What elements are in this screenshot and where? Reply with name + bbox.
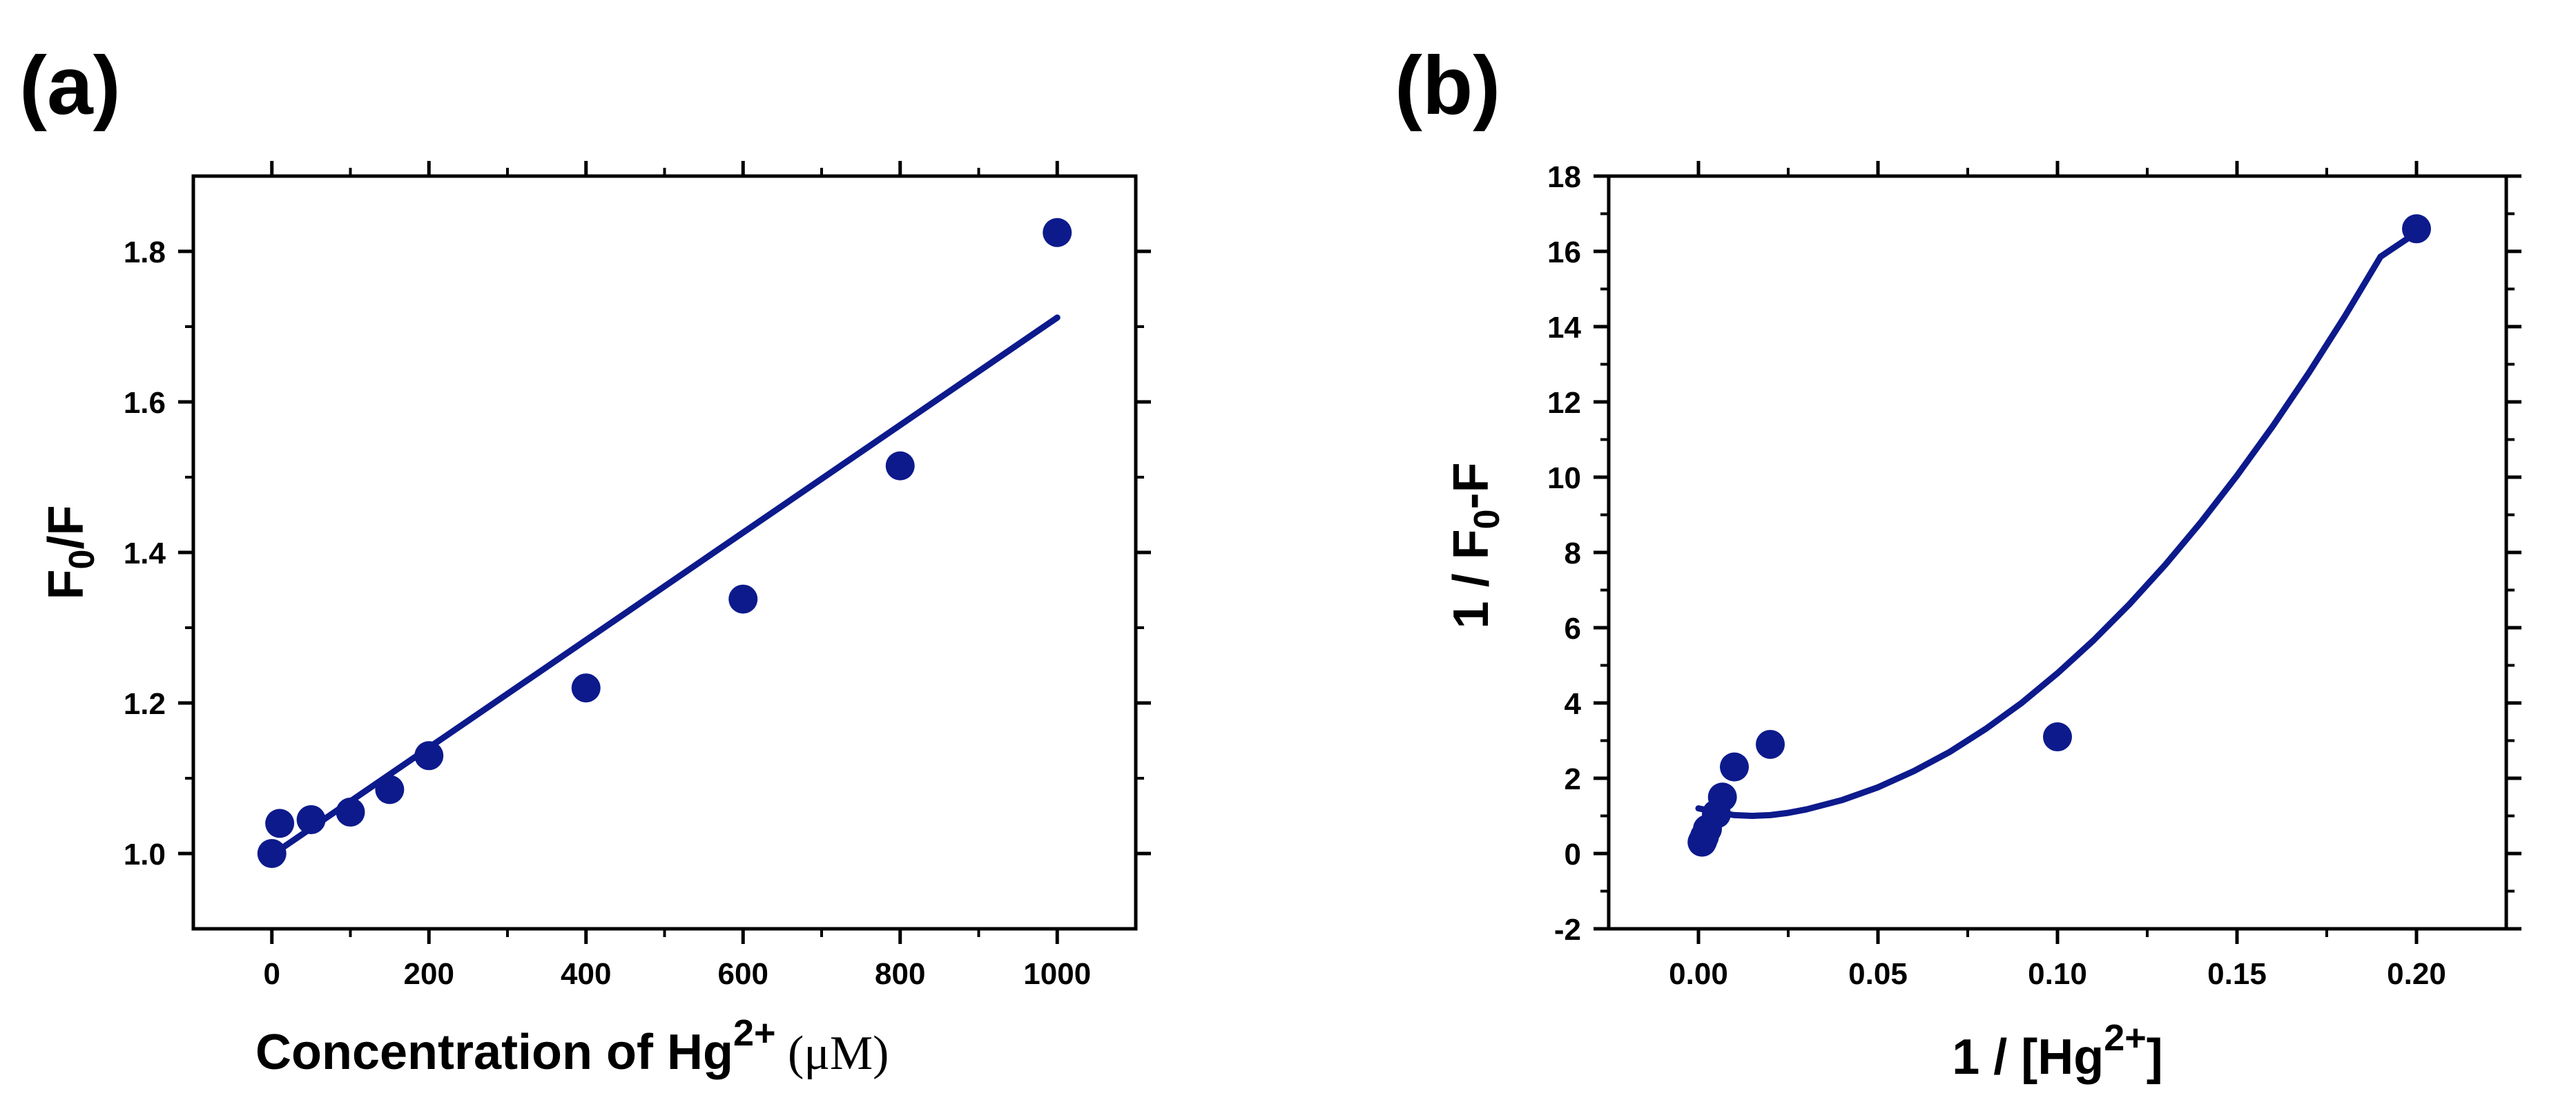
panel-a-y-axis-title: F0/F — [39, 505, 102, 600]
panel-b-label: (b) — [1395, 39, 1500, 132]
b-x-tick-label: 0.05 — [1848, 957, 1908, 991]
b-y-tick-label: 16 — [1547, 235, 1581, 269]
b-y-tick-label: 6 — [1565, 612, 1581, 646]
b-y-tick-label: 0 — [1565, 838, 1581, 871]
panel-b-y-axis-title-tail: -F — [1444, 463, 1499, 510]
panel-b-x-axis-title-sup: 2+ — [2104, 1017, 2147, 1059]
panel-b-y-axis-title-main: 1 / F — [1444, 529, 1499, 628]
panel-b-x-axis-title: 1 / [Hg2+] — [1952, 1017, 2163, 1085]
panel-b-y-tick-labels: -2 0 2 4 6 8 10 12 14 16 18 — [1547, 160, 1581, 947]
b-y-tick-label: 18 — [1547, 160, 1581, 194]
panel-a-x-tick-labels: 0 200 400 600 800 1000 — [264, 957, 1092, 991]
b-fit-line — [1695, 229, 2420, 819]
panel-a-x-axis-title-unit: (μM) — [776, 1027, 889, 1080]
b-y-tick-label: 14 — [1547, 311, 1581, 345]
panel-a-plot-frame — [191, 174, 1138, 931]
panel-a-fit-line-group — [269, 314, 1061, 858]
b-y-tick-label: 12 — [1547, 386, 1581, 420]
a-data-point — [375, 775, 405, 804]
b-y-tick-label: -2 — [1554, 913, 1581, 947]
b-data-point — [1720, 752, 1749, 782]
panel-a: (a) 0 200 400 600 800 1000 1.0 1.2 1.4 1.6 1.8 Co… — [19, 39, 1151, 1080]
panel-b-data-points — [1687, 214, 2431, 857]
panel-a-x-axis-title-sup: 2+ — [733, 1012, 776, 1054]
panel-a-y-axis-title-tail: /F — [39, 505, 94, 550]
a-fit-line — [269, 314, 1061, 858]
panel-a-y-axis-title-sub: 0 — [62, 550, 102, 570]
panel-b-x-axis-title-main: 1 / [Hg — [1952, 1030, 2104, 1085]
a-x-tick-label: 1000 — [1023, 957, 1091, 991]
a-x-tick-label: 800 — [875, 957, 925, 991]
a-x-tick-label: 200 — [404, 957, 454, 991]
b-y-tick-label: 10 — [1547, 461, 1581, 495]
panel-b-x-tick-labels: 0.00 0.05 0.10 0.15 0.20 — [1669, 957, 2446, 991]
b-y-tick-label: 8 — [1565, 537, 1581, 570]
a-data-point — [571, 673, 601, 703]
a-x-tick-label: 600 — [718, 957, 768, 991]
a-y-tick-label: 1.0 — [124, 838, 166, 871]
b-data-point — [1756, 729, 1785, 759]
b-data-point — [1707, 782, 1737, 812]
b-x-tick-label: 0.15 — [2207, 957, 2267, 991]
a-data-point — [728, 584, 758, 614]
a-y-tick-label: 1.6 — [124, 386, 166, 420]
panel-a-x-axis-title-main: Concentration of Hg — [255, 1025, 733, 1080]
b-data-point — [2043, 722, 2072, 752]
a-y-tick-label: 1.4 — [124, 537, 166, 570]
b-x-tick-label: 0.10 — [2028, 957, 2087, 991]
a-data-point — [265, 809, 295, 838]
b-x-tick-label: 0.00 — [1669, 957, 1728, 991]
panel-a-data-points — [257, 218, 1072, 868]
a-x-tick-label: 0 — [264, 957, 280, 991]
b-y-tick-label: 2 — [1565, 762, 1581, 796]
a-x-tick-label: 400 — [561, 957, 611, 991]
panel-a-y-axis-title-main: F — [39, 569, 94, 599]
b-data-point — [2402, 214, 2431, 244]
a-data-point — [296, 804, 326, 834]
a-data-point — [257, 839, 287, 868]
panel-a-y-tick-labels: 1.0 1.2 1.4 1.6 1.8 — [124, 235, 166, 871]
a-data-point — [414, 741, 444, 771]
panel-b-x-axis-title-tail: ] — [2147, 1030, 2163, 1085]
a-data-point — [885, 451, 915, 481]
a-y-tick-label: 1.2 — [124, 687, 166, 721]
a-y-tick-label: 1.8 — [124, 235, 166, 269]
panel-b-y-axis-title-sub: 0 — [1467, 510, 1507, 530]
panel-a-ticks — [178, 161, 1151, 944]
panel-b-fit-curve-group — [1695, 229, 2420, 819]
panel-b: (b) 0.00 0.05 0.10 0.15 0.20 -2 0 2 4 6 8 10 12 14 16… — [1395, 39, 2521, 1085]
panel-a-x-axis-title: Concentration of Hg2+ (μM) — [255, 1012, 889, 1080]
a-data-point — [1043, 218, 1072, 247]
b-y-tick-label: 4 — [1565, 687, 1582, 721]
panel-b-ticks — [1594, 161, 2521, 944]
b-x-tick-label: 0.20 — [2387, 957, 2446, 991]
panel-b-y-axis-title: 1 / F0-F — [1444, 463, 1507, 629]
a-data-point — [336, 798, 365, 827]
panel-a-label: (a) — [19, 39, 121, 132]
